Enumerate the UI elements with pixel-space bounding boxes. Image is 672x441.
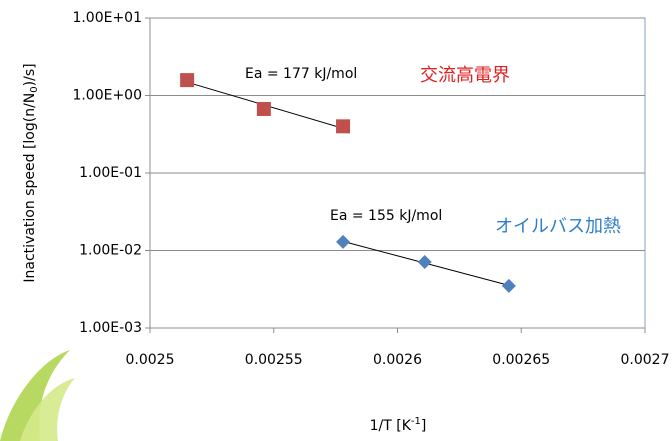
x-tick-label: 0.0027: [621, 352, 670, 368]
x-label-sup: -1: [411, 416, 421, 427]
data-point: [418, 255, 432, 269]
x-label-part: ]: [421, 418, 426, 434]
data-point: [180, 73, 194, 87]
y-tick-label: 1.00E+00: [72, 88, 142, 104]
data-point: [336, 119, 350, 133]
x-tick-label: 0.0025: [126, 352, 175, 368]
chart: Inactivation speed [log(n/N0)/s] 1/T [K-…: [0, 0, 672, 441]
data-point: [257, 102, 271, 116]
y-tick-label: 1.00E-03: [79, 320, 142, 336]
data-point: [336, 235, 350, 249]
annotation: 交流高電界: [420, 65, 510, 86]
data-point: [502, 279, 516, 293]
y-tick-label: 1.00E+01: [72, 10, 142, 26]
x-tick-label: 0.00265: [492, 352, 550, 368]
y-label-part: Inactivation speed [log(n/N: [22, 93, 38, 283]
y-axis-label: Inactivation speed [log(n/N0)/s]: [22, 63, 40, 282]
x-tick-label: 0.0026: [373, 352, 422, 368]
x-label-part: 1/T [K: [370, 418, 412, 434]
annotation: オイルバス加熱: [495, 216, 621, 237]
annotation: Ea = 177 kJ/mol: [245, 66, 357, 82]
y-tick-label: 1.00E-02: [79, 243, 142, 259]
annotation: Ea = 155 kJ/mol: [330, 208, 442, 224]
x-axis-label: 1/T [K-1]: [370, 416, 427, 434]
y-tick-label: 1.00E-01: [79, 165, 142, 181]
x-tick-label: 0.00255: [245, 352, 303, 368]
y-label-part: )/s]: [22, 63, 38, 86]
